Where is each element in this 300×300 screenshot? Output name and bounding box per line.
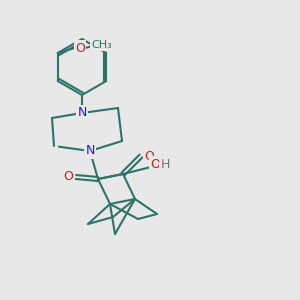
Text: O: O — [150, 158, 160, 170]
Text: N: N — [77, 106, 87, 119]
Text: O: O — [144, 149, 154, 163]
Text: O: O — [63, 170, 73, 184]
Text: CH₃: CH₃ — [92, 40, 112, 50]
Text: N: N — [85, 145, 95, 158]
Text: O: O — [75, 41, 85, 55]
Text: H: H — [160, 158, 170, 170]
